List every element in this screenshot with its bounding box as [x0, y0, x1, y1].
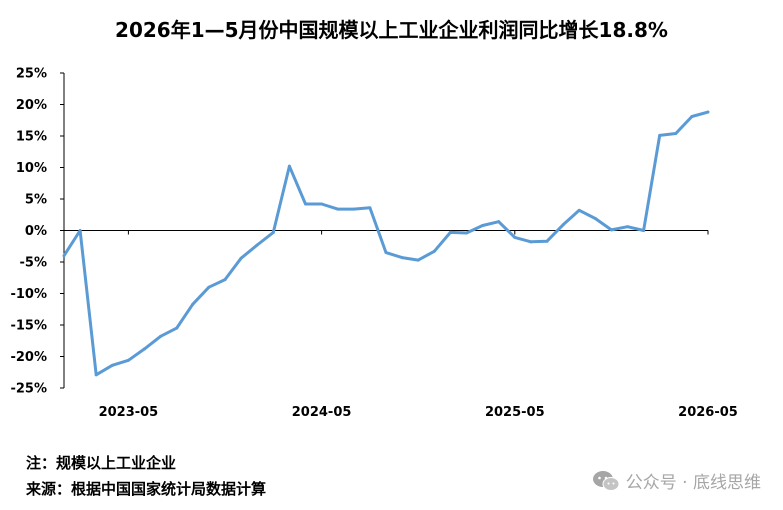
y-tick-label: -15%	[10, 319, 47, 334]
data-point	[336, 207, 340, 211]
x-axis: 2023-05 2024-05 2025-05 2026-05	[64, 230, 738, 420]
data-point	[143, 347, 146, 351]
data-point	[513, 235, 517, 239]
y-tick-label: 15%	[16, 130, 47, 145]
data-point	[352, 207, 356, 211]
data-point	[159, 334, 163, 338]
data-point	[223, 278, 227, 282]
data-point	[62, 254, 66, 258]
data-point	[78, 229, 82, 232]
data-point	[416, 258, 420, 262]
y-axis: 25% 20% 15% 10% 5% 0% -5% -10% -15% -20% -25%	[10, 67, 65, 397]
x-tick-label: 2023-05	[99, 405, 159, 420]
data-point	[287, 164, 291, 168]
x-tick-label: 2025-05	[485, 405, 545, 420]
y-tick-label: -20%	[10, 350, 47, 365]
data-point	[271, 230, 275, 234]
data-point	[191, 302, 195, 306]
y-tick-label: -5%	[20, 256, 47, 271]
data-point	[239, 256, 243, 260]
note-text: 注：规模以上工业企业	[26, 454, 177, 472]
data-point	[609, 228, 613, 232]
data-point	[561, 223, 565, 227]
x-tick-label: 2024-05	[292, 405, 352, 420]
watermark: 公众号 · 底线思维	[592, 468, 761, 493]
data-point	[497, 220, 501, 224]
y-tick-label: 25%	[16, 67, 47, 82]
data-point	[255, 243, 259, 247]
data-point	[706, 110, 710, 114]
data-point	[175, 326, 179, 330]
data-point	[94, 373, 98, 377]
y-tick-label: -25%	[10, 382, 47, 397]
data-point	[593, 217, 597, 221]
series-line-group	[62, 110, 710, 377]
x-tick-label: 2026-05	[678, 405, 738, 420]
data-point	[110, 363, 114, 367]
data-point	[304, 202, 307, 206]
y-tick-label: 5%	[25, 193, 47, 208]
data-point	[690, 114, 694, 118]
data-point	[320, 202, 324, 206]
data-point	[126, 358, 130, 362]
data-point	[626, 225, 629, 229]
data-point	[481, 223, 485, 227]
wechat-icon	[592, 470, 620, 491]
data-point	[368, 206, 372, 210]
data-point	[384, 251, 388, 255]
y-tick-label: -10%	[10, 287, 47, 302]
data-point	[207, 285, 211, 289]
data-point	[674, 131, 678, 135]
chart-title: 2026年1—5月份中国规模以上工业企业利润同比增长18.8%	[115, 18, 668, 42]
data-point	[529, 240, 533, 244]
data-point	[577, 208, 581, 212]
data-point	[400, 256, 404, 260]
data-point	[432, 249, 436, 253]
source-text: 来源：根据中国国家统计局数据计算	[26, 480, 267, 498]
data-point	[658, 133, 662, 137]
y-tick-label: 20%	[16, 98, 47, 113]
data-point	[448, 230, 452, 234]
y-tick-label: 0%	[25, 224, 47, 239]
data-point	[642, 229, 646, 232]
data-point	[545, 239, 549, 243]
watermark-text: 公众号 · 底线思维	[625, 473, 761, 493]
line-chart: 25% 20% 15% 10% 5% 0% -5% -10% -15% -20% -25% 2023…	[10, 67, 738, 421]
data-point	[465, 231, 468, 235]
y-tick-label: 10%	[16, 161, 47, 176]
